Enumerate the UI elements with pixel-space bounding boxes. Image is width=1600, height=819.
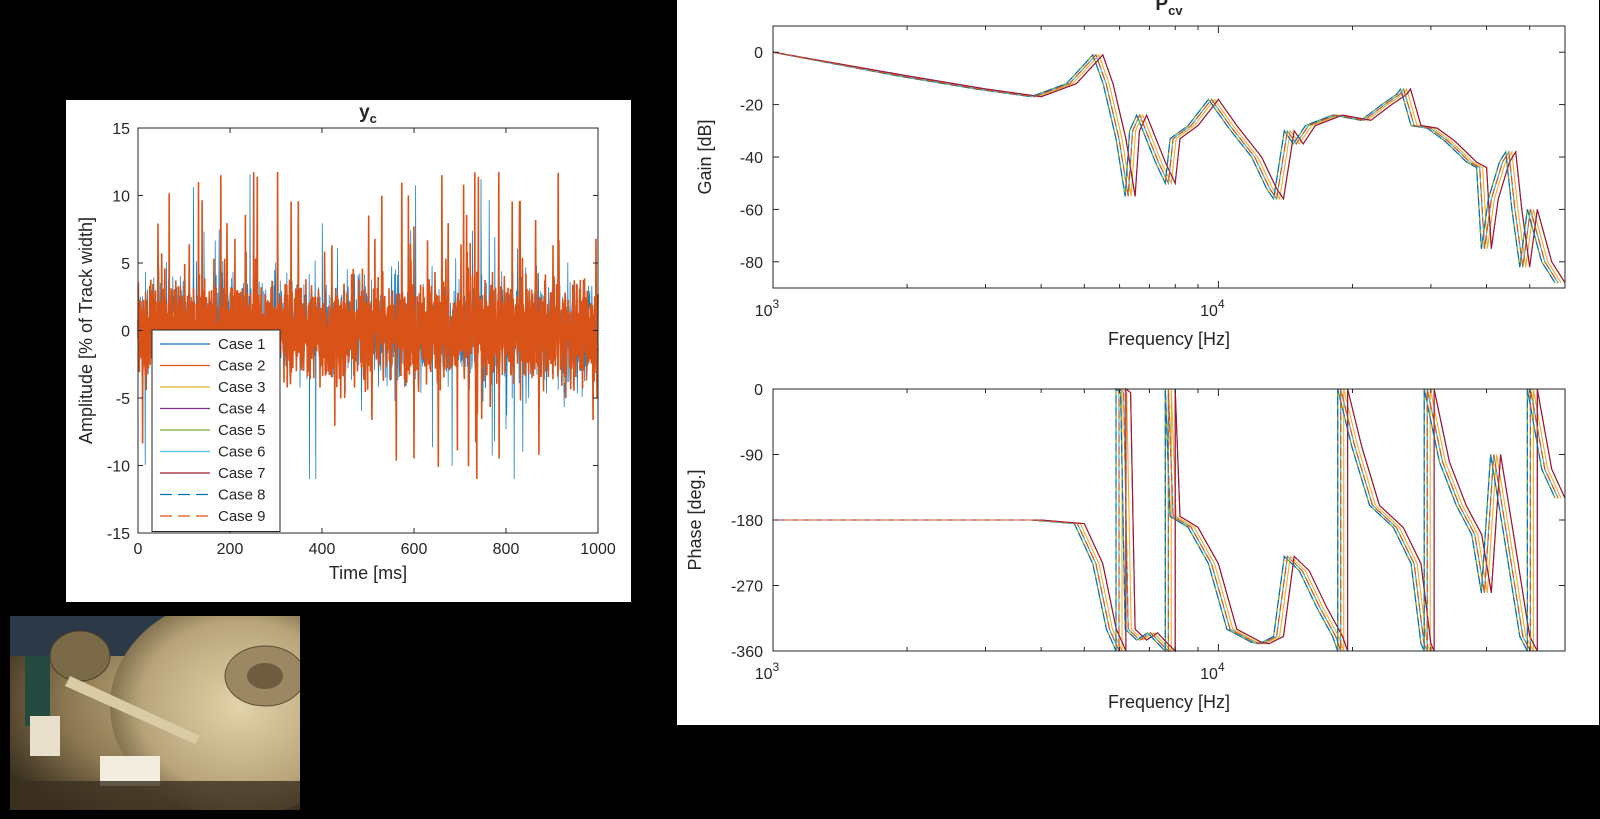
bode-title-subscript: cv	[1168, 3, 1183, 18]
y-tick-label: -15	[107, 526, 130, 543]
x-tick-label: 0	[134, 541, 143, 558]
phase-y-tick-label: 0	[754, 382, 763, 399]
gain-series-case-8	[772, 51, 1556, 284]
phase-x-tick-label: 104	[1200, 660, 1225, 683]
phase-x-tick-exponent: 3	[773, 660, 780, 674]
gain-y-axis-label: Gain [dB]	[695, 119, 715, 194]
gain-x-tick-label: 103	[755, 297, 780, 320]
phase-series-case-3	[773, 387, 1562, 653]
phase-y-tick-label: -360	[731, 644, 763, 661]
legend-label-case-3: Case 3	[218, 379, 266, 396]
chart-title: yc	[359, 102, 377, 126]
x-tick-label: 600	[401, 541, 428, 558]
hard-disk-video-thumbnail	[10, 616, 300, 810]
time-response-chart: yc 0 200 400 600 800 1000 -15 -10 -5 0 5 10 15 Time [m…	[76, 102, 616, 583]
x-tick-label: 1000	[580, 541, 616, 558]
gain-series-case-2	[772, 51, 1559, 284]
x-tick-label: 400	[309, 541, 336, 558]
phase-x-axis-label: Frequency [Hz]	[1108, 692, 1230, 712]
legend-label-case-1: Case 1	[218, 336, 266, 353]
gain-x-tick-label: 104	[1200, 297, 1225, 320]
chart-title-main: y	[359, 102, 370, 123]
gain-series-case-3	[772, 51, 1562, 284]
gain-x-tick-base: 10	[755, 303, 773, 320]
legend-label-case-5: Case 5	[218, 422, 266, 439]
x-axis-label: Time [ms]	[329, 563, 407, 583]
phase-y-axis-label: Phase [deg.]	[685, 469, 705, 570]
y-tick-label: -10	[107, 459, 130, 476]
chart-title-subscript: c	[370, 111, 377, 126]
phase-x-tick-label: 103	[755, 660, 780, 683]
legend-label-case-2: Case 2	[218, 358, 266, 375]
legend-label-case-9: Case 9	[218, 508, 266, 525]
x-tick-label: 200	[217, 541, 244, 558]
phase-y-tick-label: -180	[731, 513, 763, 530]
y-tick-label: 5	[121, 256, 130, 273]
gain-x-tick-exponent: 4	[1218, 297, 1225, 311]
y-tick-label: 0	[121, 324, 130, 341]
bode-title-main: P	[1155, 0, 1168, 15]
legend-label-case-8: Case 8	[218, 487, 266, 504]
gain-y-tick-label: -40	[740, 150, 763, 167]
y-tick-label: 10	[112, 189, 130, 206]
gain-plot-frame	[772, 25, 1566, 289]
legend-label-case-4: Case 4	[218, 401, 266, 418]
gain-x-axis-label: Frequency [Hz]	[1108, 329, 1230, 349]
phase-series-case-8	[773, 387, 1556, 653]
phase-x-tick-base: 10	[755, 666, 773, 683]
phase-series-case-7	[773, 387, 1566, 653]
bode-title: Pcv	[1155, 0, 1183, 18]
phase-x-tick-exponent: 4	[1218, 660, 1225, 674]
bode-plot-panel: Pcv 0 -20 -40 -60 -80 103 104 Frequency [Hz] Gain…	[677, 0, 1599, 725]
x-tick-label: 800	[493, 541, 520, 558]
y-tick-label: 15	[112, 121, 130, 138]
phase-x-tick-base: 10	[1200, 666, 1218, 683]
gain-series-case-9	[772, 51, 1559, 284]
y-tick-label: -5	[116, 391, 130, 408]
gain-y-tick-label: 0	[754, 45, 763, 62]
legend-label-case-6: Case 6	[218, 444, 266, 461]
gain-y-tick-label: -60	[740, 202, 763, 219]
gain-x-tick-base: 10	[1200, 303, 1218, 320]
gain-series-case-4	[772, 51, 1566, 284]
gain-y-tick-label: -80	[740, 255, 763, 272]
phase-y-tick-label: -90	[740, 448, 763, 465]
y-axis-label: Amplitude [% of Track width]	[76, 217, 96, 444]
phase-y-tick-label: -270	[731, 579, 763, 596]
gain-x-tick-exponent: 3	[773, 297, 780, 311]
gain-series-case-6	[772, 51, 1559, 284]
phase-series-case-9	[773, 387, 1559, 653]
time-response-chart-panel: yc 0 200 400 600 800 1000 -15 -10 -5 0 5 10 15 Time [m…	[66, 100, 631, 602]
legend-box	[151, 329, 281, 532]
hard-disk-image	[10, 616, 300, 810]
gain-series-case-7	[772, 51, 1566, 284]
legend-label-case-7: Case 7	[218, 465, 266, 482]
gain-y-tick-label: -20	[740, 98, 763, 115]
